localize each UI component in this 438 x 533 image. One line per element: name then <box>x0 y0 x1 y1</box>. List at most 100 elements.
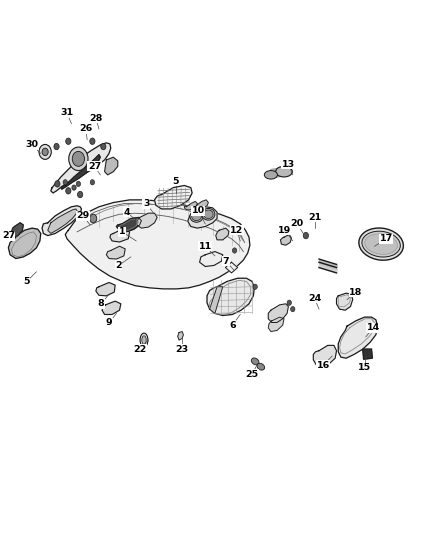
Polygon shape <box>105 157 118 175</box>
Circle shape <box>101 143 106 150</box>
Text: 6: 6 <box>229 321 236 329</box>
Polygon shape <box>110 229 130 242</box>
Polygon shape <box>200 252 223 266</box>
Text: 2: 2 <box>115 261 122 270</box>
Ellipse shape <box>192 212 201 221</box>
Text: 25: 25 <box>246 370 258 378</box>
Polygon shape <box>336 293 353 310</box>
Polygon shape <box>65 200 250 289</box>
Text: 7: 7 <box>223 257 229 265</box>
Text: 15: 15 <box>358 364 371 372</box>
Text: 27: 27 <box>2 231 15 240</box>
Polygon shape <box>42 206 81 236</box>
Circle shape <box>76 181 81 187</box>
Polygon shape <box>102 301 121 314</box>
Circle shape <box>72 151 85 166</box>
Circle shape <box>63 180 67 185</box>
Text: 24: 24 <box>308 294 321 303</box>
Ellipse shape <box>140 333 148 347</box>
Ellipse shape <box>276 166 292 177</box>
Circle shape <box>69 147 88 171</box>
Circle shape <box>54 143 59 150</box>
Text: 14: 14 <box>367 324 380 332</box>
Polygon shape <box>51 143 111 193</box>
Ellipse shape <box>359 228 403 260</box>
Polygon shape <box>226 262 238 273</box>
Ellipse shape <box>257 364 265 370</box>
Circle shape <box>42 148 48 156</box>
Text: 5: 5 <box>24 277 30 286</box>
Ellipse shape <box>362 231 400 257</box>
Polygon shape <box>271 167 284 178</box>
Text: 26: 26 <box>79 125 92 133</box>
Text: 28: 28 <box>89 114 102 123</box>
Polygon shape <box>338 317 378 358</box>
Polygon shape <box>319 264 337 273</box>
Polygon shape <box>210 287 223 313</box>
Text: 10: 10 <box>192 206 205 215</box>
Text: 22: 22 <box>133 345 146 353</box>
Circle shape <box>290 306 295 312</box>
Polygon shape <box>268 304 288 322</box>
Ellipse shape <box>190 211 203 222</box>
Ellipse shape <box>264 171 277 179</box>
Polygon shape <box>216 228 229 240</box>
Text: 9: 9 <box>106 319 112 327</box>
Polygon shape <box>188 207 217 228</box>
Circle shape <box>66 138 71 144</box>
Text: 12: 12 <box>230 226 244 235</box>
Polygon shape <box>117 217 141 232</box>
Ellipse shape <box>204 210 213 219</box>
Text: 4: 4 <box>123 208 130 216</box>
Circle shape <box>72 185 76 190</box>
Polygon shape <box>195 200 208 209</box>
Circle shape <box>66 188 71 194</box>
Polygon shape <box>61 155 100 189</box>
Circle shape <box>287 300 291 305</box>
Circle shape <box>90 138 95 144</box>
Ellipse shape <box>365 234 398 254</box>
Circle shape <box>90 180 95 185</box>
Text: 23: 23 <box>176 345 189 353</box>
Polygon shape <box>184 201 198 210</box>
Text: 27: 27 <box>88 162 101 171</box>
Polygon shape <box>155 185 192 209</box>
Text: 1: 1 <box>119 228 125 236</box>
Polygon shape <box>207 278 254 316</box>
Text: 5: 5 <box>172 177 179 185</box>
Polygon shape <box>137 213 157 228</box>
Text: 11: 11 <box>198 242 212 251</box>
Polygon shape <box>8 228 41 259</box>
Polygon shape <box>313 345 336 367</box>
Text: 31: 31 <box>60 109 74 117</box>
Polygon shape <box>11 223 23 237</box>
Text: 16: 16 <box>317 361 330 369</box>
Circle shape <box>253 284 257 289</box>
Text: 17: 17 <box>380 235 393 243</box>
Text: 19: 19 <box>278 226 292 235</box>
Circle shape <box>233 248 237 253</box>
Circle shape <box>78 191 83 198</box>
Polygon shape <box>280 235 291 245</box>
Polygon shape <box>363 349 372 359</box>
Circle shape <box>55 181 60 187</box>
Text: 3: 3 <box>143 199 149 208</box>
Ellipse shape <box>202 208 215 220</box>
Polygon shape <box>268 317 284 332</box>
Polygon shape <box>319 260 337 269</box>
Text: 8: 8 <box>98 300 105 308</box>
Text: 18: 18 <box>349 288 362 296</box>
Polygon shape <box>106 246 125 259</box>
Text: 29: 29 <box>76 212 89 220</box>
Text: 20: 20 <box>290 220 304 228</box>
Polygon shape <box>96 282 115 296</box>
Circle shape <box>90 214 97 223</box>
Text: 13: 13 <box>282 160 295 168</box>
Text: 30: 30 <box>25 141 39 149</box>
Ellipse shape <box>142 336 146 344</box>
Circle shape <box>303 232 308 239</box>
Text: 21: 21 <box>308 213 321 222</box>
Polygon shape <box>178 332 184 340</box>
Ellipse shape <box>251 358 259 365</box>
Polygon shape <box>48 209 77 233</box>
